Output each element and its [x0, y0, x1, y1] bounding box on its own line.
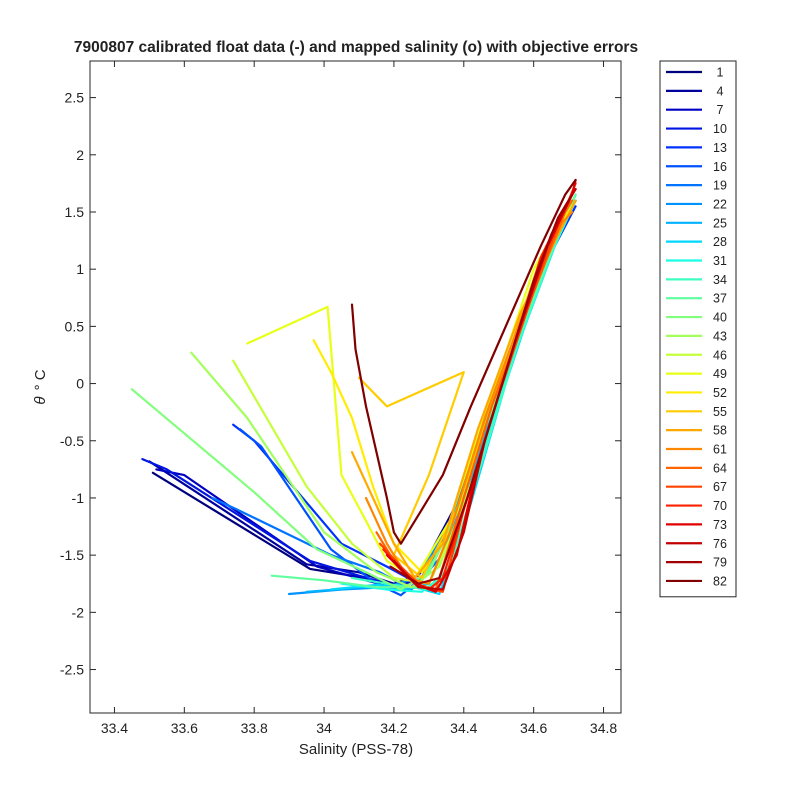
- y-tick-label: 0: [76, 376, 84, 392]
- x-tick-label: 34.2: [380, 720, 407, 736]
- legend-label: 16: [713, 160, 727, 174]
- y-tick-label: -1: [72, 490, 85, 506]
- legend-label: 10: [713, 122, 727, 136]
- axes-box: [89, 60, 622, 714]
- legend-label: 31: [713, 254, 727, 268]
- legend-label: 7: [717, 103, 724, 117]
- y-axis-label: θ ° C: [32, 369, 49, 404]
- y-tick-label: -1.5: [60, 547, 84, 563]
- legend-label: 13: [713, 141, 727, 155]
- y-tick-label: 2: [76, 147, 84, 163]
- x-tick-label: 34.6: [520, 720, 547, 736]
- y-tick-label: 2.5: [65, 90, 85, 106]
- legend-box: [659, 60, 737, 598]
- y-tick-label: 1: [76, 261, 84, 277]
- legend-label: 70: [713, 499, 727, 513]
- legend-label: 46: [713, 348, 727, 362]
- legend-label: 61: [713, 443, 727, 457]
- legend-label: 40: [713, 311, 727, 325]
- legend-label: 76: [713, 537, 727, 551]
- x-tick-label: 34: [316, 720, 332, 736]
- legend-label: 37: [713, 292, 727, 306]
- legend-label: 1: [717, 66, 724, 80]
- x-tick-label: 33.4: [101, 720, 128, 736]
- axes-layer: 33.4 33.6 33.8 34 34.2 34.4 34.6 34.8 -2.5 -2 -1.5…: [60, 60, 622, 736]
- legend-label: 34: [713, 273, 727, 287]
- legend-label: 43: [713, 329, 727, 343]
- legend-label: 64: [713, 461, 727, 475]
- legend-label: 4: [717, 84, 724, 98]
- legend-label: 49: [713, 367, 727, 381]
- series-line-82: [350, 178, 577, 545]
- series-layer: [130, 178, 577, 597]
- y-axis-unit: ° C: [32, 369, 49, 390]
- chart-title: 7900807 calibrated float data (-) and ma…: [74, 39, 638, 56]
- y-axis-symbol: θ: [32, 396, 49, 404]
- x-tick-label: 34.4: [450, 720, 477, 736]
- legend-label: 67: [713, 480, 727, 494]
- y-tick-label: 0.5: [65, 318, 85, 334]
- legend-label: 22: [713, 197, 727, 211]
- x-tick-label: 33.8: [241, 720, 268, 736]
- plot-area: [90, 61, 621, 713]
- x-tick-label: 34.8: [590, 720, 617, 736]
- legend: 1 4 7 10 13 16 19 22 25 28 31 34 37 40 43 46 49 52 55 58 61 6…: [659, 60, 737, 598]
- legend-label: 55: [713, 405, 727, 419]
- legend-label: 19: [713, 179, 727, 193]
- legend-label: 25: [713, 216, 727, 230]
- y-tick-label: 1.5: [65, 204, 85, 220]
- x-tick-label: 33.6: [171, 720, 198, 736]
- series-line-79: [389, 193, 574, 585]
- legend-label: 82: [713, 574, 727, 588]
- legend-label: 58: [713, 424, 727, 438]
- legend-label: 28: [713, 235, 727, 249]
- x-axis-label: Salinity (PSS-78): [299, 741, 413, 758]
- legend-label: 52: [713, 386, 727, 400]
- y-tick-label: -2: [72, 604, 85, 620]
- legend-label: 79: [713, 556, 727, 570]
- y-tick-label: -0.5: [60, 433, 84, 449]
- y-tick-label: -2.5: [60, 662, 84, 678]
- legend-label: 73: [713, 518, 727, 532]
